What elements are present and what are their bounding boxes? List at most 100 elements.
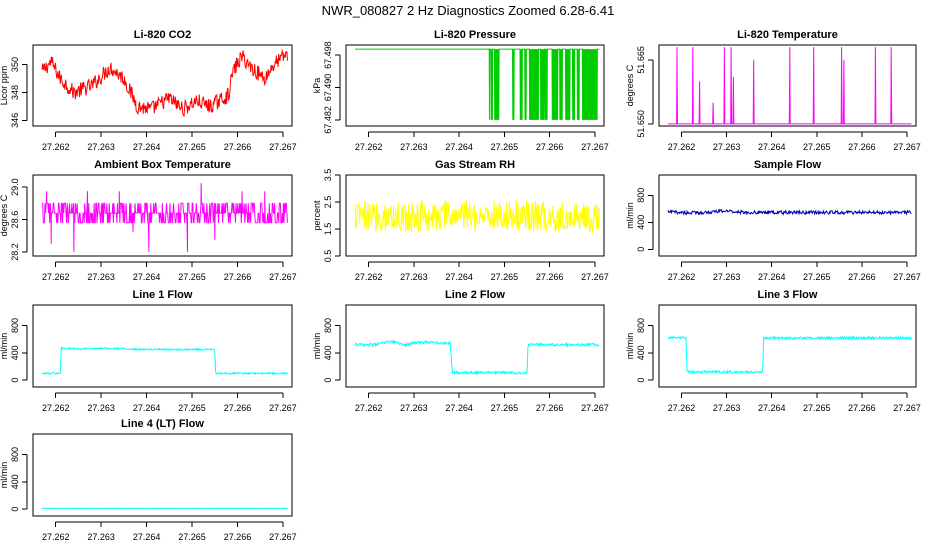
x-tick-label: 27.264 xyxy=(445,403,473,413)
x-tick-label: 27.265 xyxy=(803,272,831,282)
x-tick-label: 27.262 xyxy=(42,532,70,540)
x-tick-label: 27.266 xyxy=(536,272,564,282)
panel-title: Line 2 Flow xyxy=(445,289,505,301)
figure-title: NWR_080827 2 Hz Diagnostics Zoomed 6.28-… xyxy=(322,3,615,18)
x-tick-label: 27.264 xyxy=(133,403,161,413)
x-tick-label: 27.267 xyxy=(269,142,297,152)
y-tick-label: 400 xyxy=(10,345,20,360)
x-tick-label: 27.265 xyxy=(178,403,206,413)
y-axis-label: Licor ppm xyxy=(0,66,9,106)
x-tick-label: 27.262 xyxy=(42,272,70,282)
y-tick-label: 67.498 xyxy=(323,41,333,69)
y-axis: 0 400 800 xyxy=(636,188,654,252)
panel-title: Line 3 Flow xyxy=(758,289,818,301)
y-tick-label: 0 xyxy=(636,378,646,383)
panel-title: Li-820 Temperature xyxy=(737,29,838,41)
panel-li-820-temperature: Li-820 Temperature degrees C 27.262 27.263 2… xyxy=(625,29,921,152)
plot-frame xyxy=(345,174,605,257)
x-tick-label: 27.267 xyxy=(581,142,609,152)
plot-frame xyxy=(658,44,917,127)
x-tick-label: 27.265 xyxy=(803,142,831,152)
x-tick-label: 27.267 xyxy=(269,403,297,413)
y-axis: 0 400 800 xyxy=(323,318,341,383)
y-tick-label: 0 xyxy=(10,378,20,383)
x-tick-label: 27.267 xyxy=(893,142,921,152)
x-axis: 27.262 27.263 27.264 27.265 27.266 27.267 xyxy=(355,261,609,282)
y-axis: 0 400 800 xyxy=(636,318,654,383)
x-tick-label: 27.263 xyxy=(87,142,115,152)
y-tick-label: 800 xyxy=(636,188,646,203)
y-tick-label: 348 xyxy=(10,85,20,100)
x-tick-label: 27.262 xyxy=(355,403,383,413)
y-tick-label: 800 xyxy=(10,318,20,333)
y-tick-label: 400 xyxy=(10,474,20,489)
y-tick-label: 400 xyxy=(323,345,333,360)
y-tick-label: 0 xyxy=(323,378,333,383)
plot-frame xyxy=(345,44,605,127)
y-tick-label: 0.5 xyxy=(323,250,333,263)
y-tick-label: 3.5 xyxy=(323,169,333,182)
y-tick-label: 51.665 xyxy=(636,46,646,74)
x-tick-label: 27.265 xyxy=(491,272,519,282)
y-axis-label: ml/min xyxy=(0,462,9,489)
x-tick-label: 27.262 xyxy=(668,272,696,282)
x-axis: 27.262 27.263 27.264 27.265 27.266 27.267 xyxy=(42,131,297,152)
y-tick-label: 346 xyxy=(10,113,20,128)
plot-frame xyxy=(32,174,293,257)
x-tick-label: 27.263 xyxy=(87,272,115,282)
plot-frame xyxy=(658,304,917,388)
x-tick-label: 27.264 xyxy=(445,272,473,282)
x-tick-label: 27.263 xyxy=(713,142,741,152)
x-tick-label: 27.266 xyxy=(848,142,876,152)
series-line xyxy=(41,507,288,510)
x-tick-label: 27.262 xyxy=(668,142,696,152)
y-tick-label: 29.0 xyxy=(10,178,20,196)
series-line xyxy=(667,208,912,216)
x-tick-label: 27.263 xyxy=(400,142,428,152)
x-tick-label: 27.266 xyxy=(224,532,252,540)
y-tick-label: 400 xyxy=(636,345,646,360)
x-tick-label: 27.263 xyxy=(87,532,115,540)
y-tick-label: 2.5 xyxy=(323,196,333,209)
series-line xyxy=(667,334,912,375)
plot-frame xyxy=(32,44,293,127)
x-tick-label: 27.265 xyxy=(491,403,519,413)
panel-title: Line 1 Flow xyxy=(133,289,193,301)
y-tick-label: 350 xyxy=(10,57,20,72)
y-axis-label: ml/min xyxy=(625,202,635,229)
x-tick-label: 27.264 xyxy=(133,532,161,540)
series-line xyxy=(354,199,600,233)
x-tick-label: 27.266 xyxy=(224,403,252,413)
x-tick-label: 27.263 xyxy=(87,403,115,413)
panel-line-4-lt-flow: Line 4 (LT) Flow ml/min 27.262 27.263 27.264… xyxy=(0,418,297,540)
x-axis: 27.262 27.263 27.264 27.265 27.266 27.267 xyxy=(42,261,297,282)
x-tick-label: 27.266 xyxy=(224,272,252,282)
x-tick-label: 27.267 xyxy=(581,403,609,413)
x-tick-label: 27.267 xyxy=(269,532,297,540)
x-tick-label: 27.266 xyxy=(848,403,876,413)
x-axis: 27.262 27.263 27.264 27.265 27.266 27.267 xyxy=(668,261,921,282)
x-tick-label: 27.264 xyxy=(758,403,786,413)
x-tick-label: 27.264 xyxy=(133,142,161,152)
x-tick-label: 27.265 xyxy=(803,403,831,413)
panel-title: Li-820 Pressure xyxy=(434,29,516,41)
x-axis: 27.262 27.263 27.264 27.265 27.266 27.267 xyxy=(668,392,921,413)
x-tick-label: 27.263 xyxy=(713,272,741,282)
x-tick-label: 27.264 xyxy=(445,142,473,152)
panel-title: Line 4 (LT) Flow xyxy=(121,418,204,430)
x-tick-label: 27.266 xyxy=(848,272,876,282)
y-tick-label: 0 xyxy=(636,247,646,252)
x-tick-label: 27.262 xyxy=(668,403,696,413)
y-axis-label: degrees C xyxy=(625,64,635,106)
y-axis: 0 400 800 xyxy=(10,318,28,383)
plot-frame xyxy=(32,304,293,388)
x-tick-label: 27.262 xyxy=(355,272,383,282)
plot-frame xyxy=(658,174,917,257)
y-axis-label: ml/min xyxy=(0,333,9,360)
